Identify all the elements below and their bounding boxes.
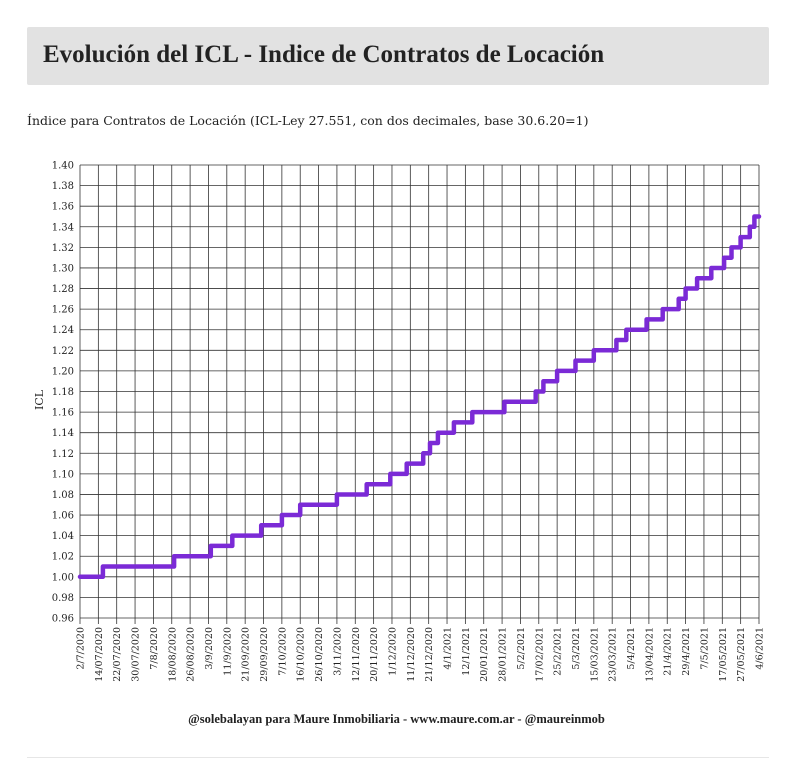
- x-tick-label: 1/12/2020: [387, 627, 398, 676]
- y-tick-label: 1.16: [52, 408, 74, 419]
- x-tick-label: 4/1/2021: [443, 627, 454, 670]
- x-tick-label: 17/05/2021: [718, 627, 729, 682]
- y-tick-label: 1.18: [52, 387, 74, 398]
- y-tick-label: 0.96: [52, 614, 74, 625]
- y-tick-label: 1.30: [52, 263, 74, 274]
- y-tick-label: 1.26: [52, 305, 74, 316]
- x-tick-label: 4/6/2021: [755, 627, 766, 670]
- icl-series-line: [77, 214, 762, 580]
- y-tick-labels: 0.96 0.98 1.00 1.02 1.04 1.06 1.08 1.10 1.12 1.14…: [52, 161, 74, 625]
- x-tick-label: 7/8/2020: [149, 627, 160, 670]
- y-tick-label: 1.24: [52, 325, 74, 336]
- x-tick-label: 13/04/2021: [644, 627, 655, 682]
- footer-credit: @solebalayan para Maure Inmobiliaria - w…: [188, 712, 605, 726]
- x-tick-label: 5/3/2021: [571, 627, 582, 670]
- x-tick-label: 29/09/2020: [259, 627, 270, 682]
- y-tick-label: 1.22: [52, 346, 74, 357]
- chart-subtitle: Índice para Contratos de Locación (ICL-L…: [27, 113, 589, 128]
- x-tick-label: 16/10/2020: [296, 627, 307, 682]
- y-tick-label: 1.38: [52, 181, 74, 192]
- x-tick-label: 30/07/2020: [131, 627, 142, 682]
- x-tick-label: 7/10/2020: [277, 627, 288, 676]
- y-tick-label: 1.34: [52, 222, 74, 233]
- y-tick-label: 1.04: [52, 531, 74, 542]
- footer-divider: [27, 757, 769, 758]
- y-axis-label: ICL: [33, 389, 46, 410]
- y-tick-label: 1.02: [52, 552, 74, 563]
- x-tick-label: 5/4/2021: [626, 627, 637, 670]
- x-tick-label: 12/11/2020: [351, 627, 362, 682]
- y-tick-label: 0.98: [52, 593, 74, 604]
- x-tick-label: 27/05/2021: [736, 627, 747, 682]
- icl-line-chart: 0.96 0.98 1.00 1.02 1.04 1.06 1.08 1.10 1.12 1.14…: [33, 161, 766, 682]
- x-tick-label: 5/2/2021: [516, 627, 527, 670]
- x-tick-label: 20/11/2020: [369, 627, 380, 682]
- x-tick-label: 29/4/2021: [681, 627, 692, 676]
- x-tick-label: 11/9/2020: [222, 627, 233, 676]
- x-tick-label: 15/03/2021: [589, 627, 600, 682]
- x-tick-label: 28/01/2021: [498, 627, 509, 682]
- y-tick-label: 1.28: [52, 284, 74, 295]
- y-tick-label: 1.08: [52, 490, 74, 501]
- y-tick-label: 1.00: [52, 572, 74, 583]
- x-tick-label: 26/08/2020: [186, 627, 197, 682]
- grid-lines: [79, 164, 760, 624]
- x-tick-label: 2/7/2020: [76, 627, 87, 670]
- y-tick-label: 1.14: [52, 428, 74, 439]
- y-tick-label: 1.12: [52, 449, 74, 460]
- y-tick-label: 1.20: [52, 366, 74, 377]
- x-tick-label: 12/1/2021: [461, 627, 472, 676]
- x-tick-label: 18/08/2020: [167, 627, 178, 682]
- page-title: Evolución del ICL - Indice de Contratos …: [43, 41, 605, 68]
- x-tick-label: 25/2/2021: [553, 627, 564, 676]
- title-banner: Evolución del ICL - Indice de Contratos …: [27, 27, 769, 85]
- x-tick-label: 11/12/2020: [406, 627, 417, 682]
- x-tick-label: 26/10/2020: [314, 627, 325, 682]
- x-tick-label: 23/03/2021: [608, 627, 619, 682]
- x-tick-labels: 2/7/2020 14/07/2020 22/07/2020 30/07/2020 7/…: [76, 627, 766, 682]
- x-tick-label: 3/11/2020: [332, 627, 343, 676]
- x-tick-label: 21/12/2020: [424, 627, 435, 682]
- x-tick-label: 3/9/2020: [204, 627, 215, 670]
- x-tick-label: 14/07/2020: [94, 627, 105, 682]
- x-tick-label: 20/01/2021: [479, 627, 490, 682]
- y-tick-label: 1.32: [52, 243, 74, 254]
- y-tick-label: 1.36: [52, 202, 74, 213]
- y-tick-label: 1.40: [52, 161, 74, 172]
- x-tick-label: 21/4/2021: [663, 627, 674, 676]
- y-tick-label: 1.06: [52, 511, 74, 522]
- x-tick-label: 7/5/2021: [699, 627, 710, 670]
- x-tick-label: 17/02/2021: [534, 627, 545, 682]
- x-tick-label: 22/07/2020: [112, 627, 123, 682]
- y-tick-label: 1.10: [52, 469, 74, 480]
- x-tick-label: 21/09/2020: [241, 627, 252, 682]
